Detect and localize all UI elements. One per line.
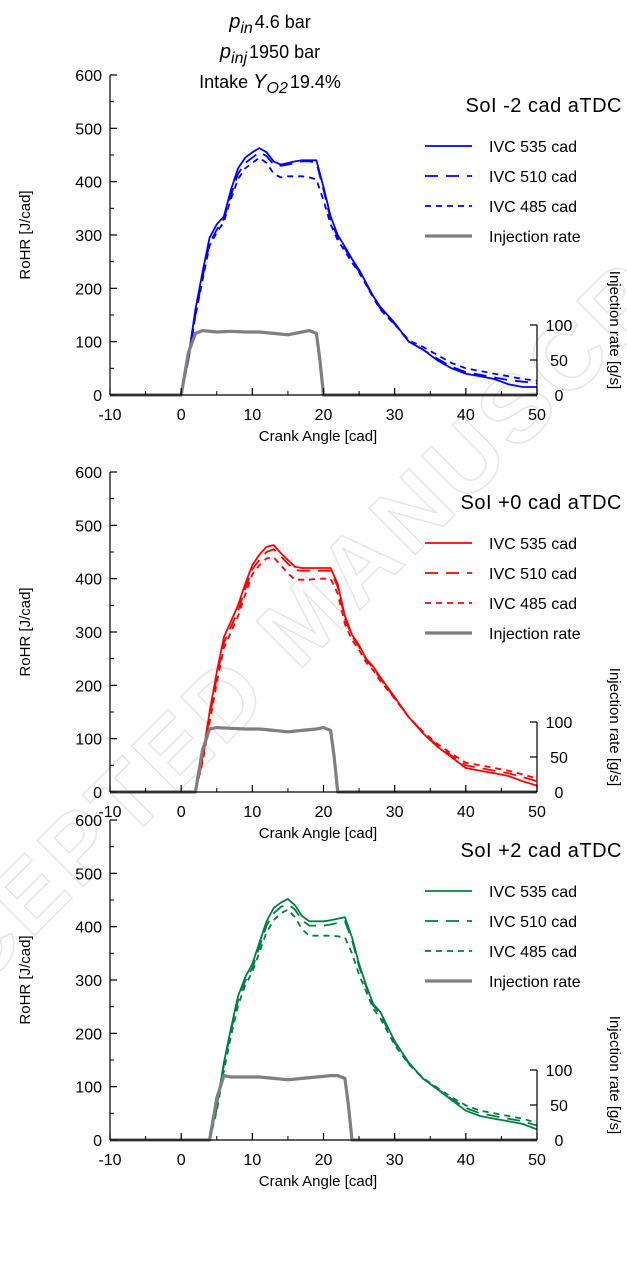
x-tick-label: -10 xyxy=(98,1152,121,1169)
y-tick-label: 400 xyxy=(75,920,102,937)
series-line-injection-rate xyxy=(110,1073,537,1142)
panel-title: SoI -2 cad aTDC xyxy=(466,95,622,117)
y2-tick-label: 0 xyxy=(555,785,564,802)
x-tick-label: 0 xyxy=(177,407,186,424)
y-tick-label: 100 xyxy=(75,335,102,352)
x-tick-label: 20 xyxy=(315,1152,333,1169)
x-axis-label: Crank Angle [cad] xyxy=(259,825,377,842)
y-tick-label: 600 xyxy=(75,68,102,85)
x-tick-label: 20 xyxy=(315,407,333,424)
y-tick-label: 600 xyxy=(75,465,102,482)
legend-label: IVC 535 cad xyxy=(489,884,577,901)
y-tick-label: 200 xyxy=(75,281,102,298)
x-tick-label: 10 xyxy=(243,1152,261,1169)
series-line-ivc-485-cad xyxy=(110,908,538,1141)
y2-tick-label: 50 xyxy=(550,750,568,767)
x-tick-label: -10 xyxy=(98,804,121,821)
panel-title: SoI +0 cad aTDC xyxy=(461,492,622,514)
series-line-ivc-535-cad xyxy=(110,147,537,396)
series-line-ivc-535-cad xyxy=(110,544,538,793)
legend-label: IVC 535 cad xyxy=(489,536,577,553)
series-line-injection-rate xyxy=(110,329,537,397)
y2-tick-label: 100 xyxy=(546,715,573,732)
y-tick-label: 300 xyxy=(75,228,102,245)
legend-label: IVC 510 cad xyxy=(489,914,577,931)
x-tick-label: 30 xyxy=(386,407,404,424)
y-axis-label: RoHR [J/cad] xyxy=(17,190,34,279)
y2-tick-label: 50 xyxy=(550,353,568,370)
series-line-ivc-510-cad xyxy=(110,548,538,793)
y2-axis-label: Injection rate [g/s] xyxy=(606,668,623,786)
y-tick-label: 400 xyxy=(75,572,102,589)
y2-tick-label: 50 xyxy=(550,1098,568,1115)
header-yo2: Intake YO2 19.4% xyxy=(199,71,341,97)
x-tick-label: -10 xyxy=(98,407,121,424)
y2-tick-label: 0 xyxy=(555,1133,564,1150)
y-tick-label: 0 xyxy=(93,388,102,405)
x-axis-label: Crank Angle [cad] xyxy=(259,1173,377,1190)
watermark: ACCEPTED MANUSCRIPT xyxy=(0,122,627,1114)
header-annotation: pin 4.6 bar pinj 1950 bar Intake YO2 19.4% xyxy=(199,11,341,97)
x-tick-label: 30 xyxy=(386,1152,404,1169)
y-tick-label: 100 xyxy=(75,1080,102,1097)
y-tick-label: 100 xyxy=(75,732,102,749)
series-line-ivc-510-cad xyxy=(110,903,538,1141)
y2-tick-label: 100 xyxy=(546,318,573,335)
y2-axis-label: Injection rate [g/s] xyxy=(606,1016,623,1134)
legend-label: IVC 510 cad xyxy=(489,566,577,583)
y-tick-label: 0 xyxy=(93,1133,102,1150)
y-tick-label: 600 xyxy=(75,813,102,830)
y-tick-label: 500 xyxy=(75,866,102,883)
y-tick-label: 500 xyxy=(75,518,102,535)
legend-label: IVC 535 cad xyxy=(489,139,577,156)
y2-axis-label: Injection rate [g/s] xyxy=(606,271,623,389)
y-tick-label: 200 xyxy=(75,678,102,695)
x-tick-label: 0 xyxy=(177,804,186,821)
legend-label: IVC 485 cad xyxy=(489,199,577,216)
y-axis-label: RoHR [J/cad] xyxy=(17,935,34,1024)
series-line-ivc-485-cad xyxy=(110,556,538,793)
x-tick-label: 50 xyxy=(528,804,546,821)
y-axis-label: RoHR [J/cad] xyxy=(17,587,34,676)
x-tick-label: 50 xyxy=(528,407,546,424)
y-tick-label: 200 xyxy=(75,1026,102,1043)
x-tick-label: 50 xyxy=(528,1152,546,1169)
y2-tick-label: 0 xyxy=(555,388,564,405)
y-tick-label: 300 xyxy=(75,625,102,642)
x-tick-label: 10 xyxy=(243,407,261,424)
panel-title: SoI +2 cad aTDC xyxy=(461,840,622,862)
y2-tick-label: 100 xyxy=(546,1063,573,1080)
legend-label: Injection rate xyxy=(489,974,581,991)
x-axis-label: Crank Angle [cad] xyxy=(259,428,377,445)
legend-label: IVC 510 cad xyxy=(489,169,577,186)
header-pin: pin 4.6 bar xyxy=(228,11,311,37)
y-tick-label: 0 xyxy=(93,785,102,802)
x-tick-label: 0 xyxy=(177,1152,186,1169)
series-line-injection-rate xyxy=(110,725,537,794)
x-tick-label: 20 xyxy=(315,804,333,821)
x-tick-label: 40 xyxy=(457,1152,475,1169)
legend-label: Injection rate xyxy=(489,626,581,643)
y-tick-label: 400 xyxy=(75,175,102,192)
x-tick-label: 40 xyxy=(457,804,475,821)
legend-label: IVC 485 cad xyxy=(489,596,577,613)
series-line-ivc-535-cad xyxy=(110,898,538,1141)
legend-label: Injection rate xyxy=(489,229,581,246)
x-tick-label: 40 xyxy=(457,407,475,424)
series-line-ivc-510-cad xyxy=(110,151,538,396)
y-tick-label: 500 xyxy=(75,121,102,138)
header-pinj: pinj 1950 bar xyxy=(219,41,320,67)
y-tick-label: 300 xyxy=(75,973,102,990)
series-line-ivc-485-cad xyxy=(110,156,538,396)
x-tick-label: 10 xyxy=(243,804,261,821)
legend-label: IVC 485 cad xyxy=(489,944,577,961)
x-tick-label: 30 xyxy=(386,804,404,821)
